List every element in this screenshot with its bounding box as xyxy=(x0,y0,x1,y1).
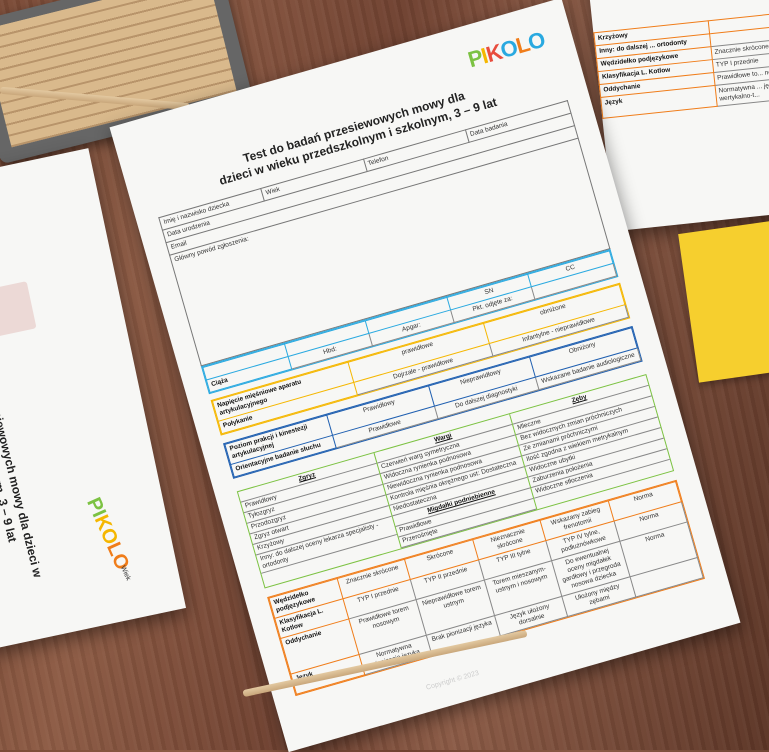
left-sheet-title: Test do badań przesiewowych mowy dla dzi… xyxy=(0,305,45,579)
left-sheet-wiek: Wiek xyxy=(118,564,132,582)
left-sheet-logo: PIKOLO xyxy=(82,494,134,574)
logo: PIKOLO xyxy=(465,26,548,73)
copyright: Copyright © 2023 xyxy=(425,669,480,692)
